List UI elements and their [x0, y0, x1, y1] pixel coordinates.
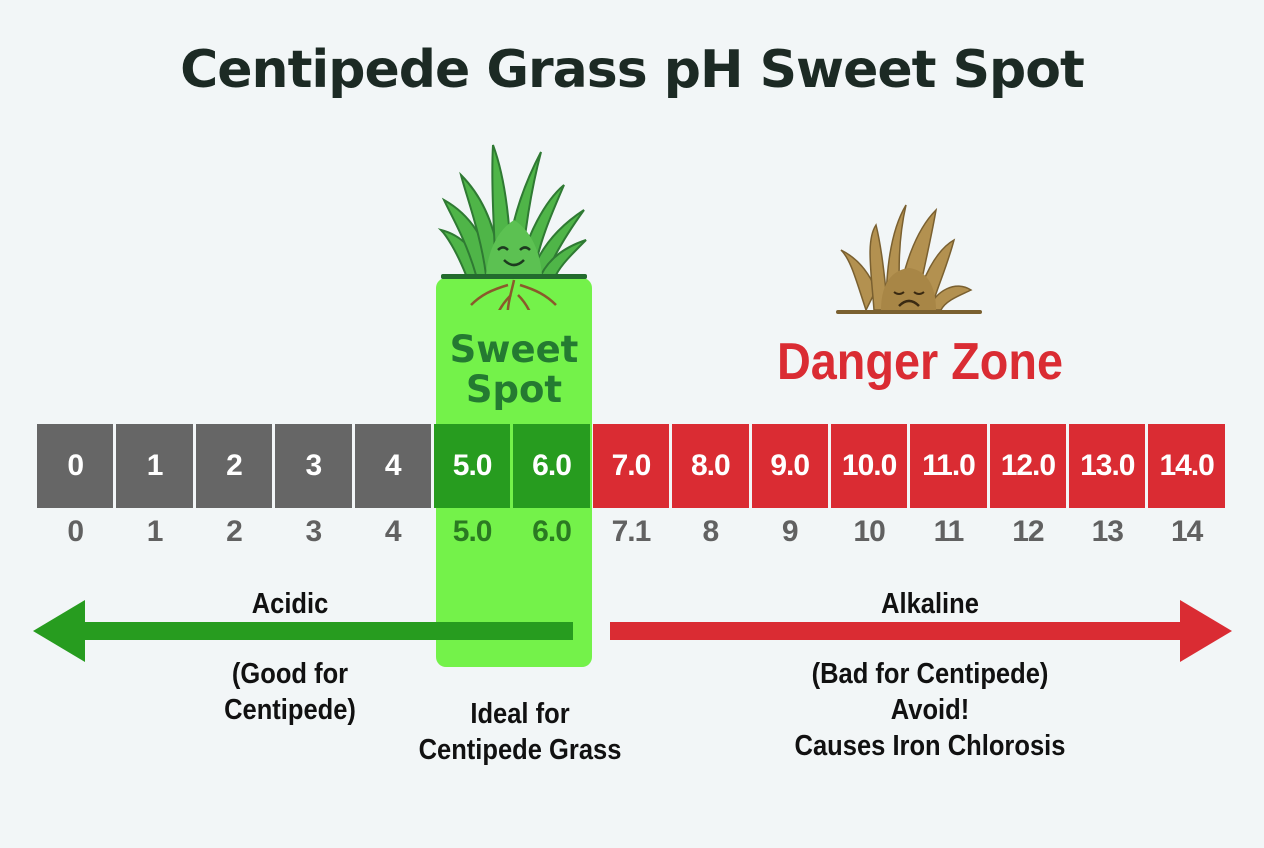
alkaline-label: Alkaline: [881, 588, 979, 620]
alkaline-arrow-icon: [610, 600, 1232, 662]
ph-cell-9: 9.0: [751, 424, 828, 508]
ph-label: 13: [1091, 515, 1124, 548]
happy-grass-icon: [437, 144, 587, 310]
ph-cell-5: 5.0: [433, 424, 511, 508]
ph-label: 7.1: [611, 515, 652, 548]
ph-cell-12: 12.0: [989, 424, 1067, 508]
ph-label: 12: [1012, 515, 1044, 548]
ph-cell-6: 6.0: [513, 424, 590, 508]
ph-label: 5.0: [452, 515, 493, 548]
ph-label: 10: [853, 515, 885, 548]
ph-label: 0: [67, 515, 84, 548]
ph-label: 11: [933, 515, 965, 548]
danger-zone-label: Danger Zone: [776, 333, 1064, 391]
page-title: Centipede Grass pH Sweet Spot: [180, 40, 1085, 100]
alkaline-description: (Bad for Centipede) Avoid! Causes Iron C…: [794, 658, 1066, 762]
acidic-arrow-icon: [33, 600, 573, 662]
ph-cell-0: 0: [37, 424, 114, 508]
ph-cell-10: 10.0: [830, 424, 908, 508]
ph-cell-8: 8.0: [672, 424, 749, 508]
sweet-spot-label: Sweet Spot: [449, 328, 579, 411]
ph-cell-4: 4: [354, 424, 431, 508]
ph-label: 6.0: [532, 515, 572, 548]
ph-cell-14: 14.0: [1148, 424, 1225, 508]
acidic-label: Acidic: [251, 588, 329, 620]
ph-label: 2: [226, 515, 243, 548]
ph-label: 9: [781, 515, 799, 548]
ph-scale: 0 1 2 3 4 5.0 6.0 7.0 8.0 9.0 10.0 11.0 …: [37, 424, 1225, 508]
ph-label: 4: [384, 515, 402, 548]
sweet-spot-caption: Ideal for Centipede Grass: [418, 698, 622, 766]
ph-label: 1: [146, 515, 164, 548]
ph-label: 3: [305, 515, 323, 548]
ph-cell-13: 13.0: [1069, 424, 1146, 508]
ph-label: 8: [702, 515, 719, 548]
ph-label: 14: [1170, 515, 1203, 548]
ph-cell-1: 1: [116, 424, 193, 508]
ph-cell-2: 2: [195, 424, 273, 508]
soil-line: [441, 274, 587, 279]
ph-scale-labels: 0 1 2 3 4 5.0 6.0 7.1 8 9 10 11 12 13 14: [37, 515, 1225, 549]
wilted-grass-icon: [836, 204, 982, 314]
ph-cell-7: 7.0: [592, 424, 670, 508]
ph-cell-3: 3: [275, 424, 352, 508]
ph-cell-11: 11.0: [910, 424, 987, 508]
acidic-description: (Good for Centipede): [224, 658, 356, 726]
